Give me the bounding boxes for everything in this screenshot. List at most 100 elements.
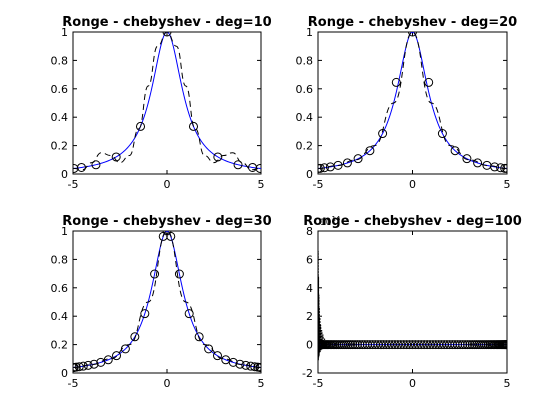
node-marker bbox=[387, 340, 397, 350]
node-marker bbox=[341, 340, 351, 350]
node-marker bbox=[365, 146, 375, 156]
node-marker bbox=[319, 163, 329, 173]
node-marker bbox=[120, 344, 130, 354]
subplot-title: Ronge - chebyshev - deg=10 bbox=[62, 15, 271, 30]
node-marker bbox=[235, 359, 245, 369]
node-marker bbox=[352, 340, 362, 350]
node-marker bbox=[490, 162, 500, 172]
node-marker bbox=[89, 359, 99, 369]
y-tick-label: 0.2 bbox=[51, 339, 69, 352]
node-marker bbox=[212, 351, 222, 361]
node-marker bbox=[228, 357, 238, 367]
runge-function-line bbox=[318, 32, 507, 170]
y-exponent-label: 1014 bbox=[320, 215, 341, 228]
plot-area bbox=[73, 231, 261, 373]
x-tick-label: -5 bbox=[313, 178, 324, 191]
y-tick-label: 6 bbox=[306, 253, 313, 266]
axes-box bbox=[72, 31, 262, 175]
node-marker bbox=[250, 362, 260, 372]
axes-box bbox=[317, 230, 508, 374]
subplot-title: Ronge - chebyshev - deg=100 bbox=[303, 214, 522, 229]
node-marker bbox=[413, 340, 423, 350]
node-marker bbox=[467, 340, 477, 350]
y-tick-label: 0.6 bbox=[51, 83, 69, 96]
interpolant-line bbox=[73, 231, 261, 369]
node-marker bbox=[379, 340, 389, 350]
node-marker bbox=[150, 269, 160, 279]
node-marker bbox=[194, 332, 204, 342]
node-marker bbox=[437, 129, 447, 139]
node-marker bbox=[405, 340, 415, 350]
node-marker bbox=[465, 340, 475, 350]
node-marker bbox=[381, 340, 391, 350]
y-tick-label: 0.4 bbox=[51, 111, 69, 124]
x-tick-label: 5 bbox=[258, 178, 265, 191]
node-marker bbox=[188, 121, 198, 131]
node-marker bbox=[460, 340, 470, 350]
node-marker bbox=[402, 340, 412, 350]
runge-function-line bbox=[73, 32, 261, 170]
y-tick-label: 2 bbox=[306, 310, 313, 323]
node-marker bbox=[378, 129, 388, 139]
y-tick-label: 0.2 bbox=[51, 140, 69, 153]
y-tick-label: 0 bbox=[306, 339, 313, 352]
y-tick-label: 0 bbox=[306, 168, 313, 181]
y-tick-label: 0 bbox=[61, 168, 68, 181]
y-tick-label: 8 bbox=[306, 225, 313, 238]
node-marker bbox=[391, 77, 401, 87]
y-tick-label: 0.8 bbox=[51, 54, 69, 67]
x-tick-label: -5 bbox=[313, 377, 324, 390]
node-marker bbox=[346, 340, 356, 350]
x-tick-label: 0 bbox=[164, 178, 171, 191]
y-tick-label: -2 bbox=[302, 367, 313, 380]
node-marker bbox=[473, 158, 483, 168]
node-marker bbox=[74, 362, 84, 372]
node-marker bbox=[111, 152, 121, 162]
node-marker bbox=[390, 340, 400, 350]
node-marker bbox=[130, 332, 140, 342]
node-marker bbox=[233, 160, 243, 170]
node-marker bbox=[78, 361, 88, 371]
x-tick-label: 0 bbox=[409, 377, 416, 390]
node-marker bbox=[458, 340, 468, 350]
node-marker bbox=[343, 340, 353, 350]
node-marker bbox=[424, 77, 434, 87]
node-marker bbox=[241, 360, 251, 370]
node-marker bbox=[462, 154, 472, 164]
y-tick-label: 0.8 bbox=[296, 54, 314, 67]
x-tick-label: -5 bbox=[68, 178, 79, 191]
x-tick-label: 0 bbox=[164, 377, 171, 390]
y-tick-label: 0 bbox=[61, 367, 68, 380]
node-marker bbox=[348, 340, 358, 350]
node-marker bbox=[353, 154, 363, 164]
node-marker bbox=[73, 362, 81, 372]
y-tick-label: 0.6 bbox=[51, 282, 69, 295]
node-marker bbox=[184, 309, 194, 319]
node-marker bbox=[350, 340, 360, 350]
node-marker bbox=[450, 146, 460, 156]
axes-box bbox=[72, 230, 262, 374]
node-marker bbox=[103, 355, 113, 365]
node-marker bbox=[455, 340, 465, 350]
node-marker bbox=[425, 340, 435, 350]
x-tick-label: -5 bbox=[68, 377, 79, 390]
node-marker bbox=[318, 163, 325, 173]
node-marker bbox=[463, 340, 473, 350]
node-marker bbox=[83, 360, 93, 370]
node-marker bbox=[408, 32, 417, 37]
node-marker bbox=[422, 340, 432, 350]
node-marker bbox=[140, 309, 150, 319]
y-tick-label: 0.4 bbox=[296, 111, 314, 124]
node-marker bbox=[256, 363, 261, 373]
y-tick-label: 1 bbox=[61, 26, 68, 39]
y-tick-label: 0.2 bbox=[296, 140, 314, 153]
node-marker bbox=[136, 121, 146, 131]
y-tick-label: 4 bbox=[306, 282, 313, 295]
y-tick-label: 0.4 bbox=[51, 310, 69, 323]
node-marker bbox=[112, 351, 122, 361]
x-tick-label: 5 bbox=[504, 178, 511, 191]
node-marker bbox=[166, 231, 176, 241]
